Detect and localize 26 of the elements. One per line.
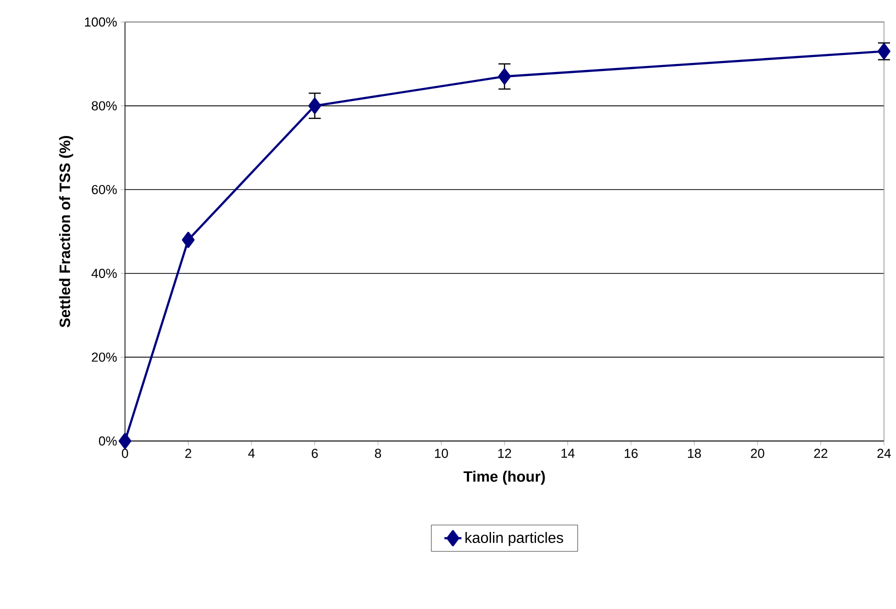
point [308, 98, 322, 114]
x-tick-label: 12 [498, 448, 512, 458]
x-tick-label: 24 [877, 448, 891, 458]
y-tick-label: 0% [98, 436, 117, 446]
x-axis-title: Time (hour) [464, 470, 545, 485]
x-tick-label: 16 [624, 448, 638, 458]
point [118, 432, 132, 450]
x-tick-label: 18 [688, 448, 701, 458]
x-tick-label: 8 [374, 448, 382, 458]
x-tick-label: 14 [562, 448, 575, 458]
y-tick-label: 60% [92, 184, 117, 194]
x-tick-label: 6 [312, 448, 318, 458]
x-tick-label: 20 [750, 448, 764, 458]
y-axis-title: Settled Fraction of TSS (%) [59, 136, 74, 328]
x-tick-label: 0 [122, 448, 128, 458]
y-tick-label: 40% [92, 268, 117, 278]
x-tick-label: 10 [435, 448, 448, 458]
y-tick-label: 20% [92, 352, 117, 362]
legend-label: kaolin particles [466, 532, 564, 546]
point [498, 68, 511, 85]
y-tick-label: 80% [92, 101, 117, 110]
point [182, 232, 195, 248]
x-tick-label: 22 [814, 448, 828, 458]
y-tick-label: 100% [84, 17, 117, 27]
x-tick-label: 4 [248, 448, 255, 458]
x-tick-label: 2 [185, 448, 192, 458]
